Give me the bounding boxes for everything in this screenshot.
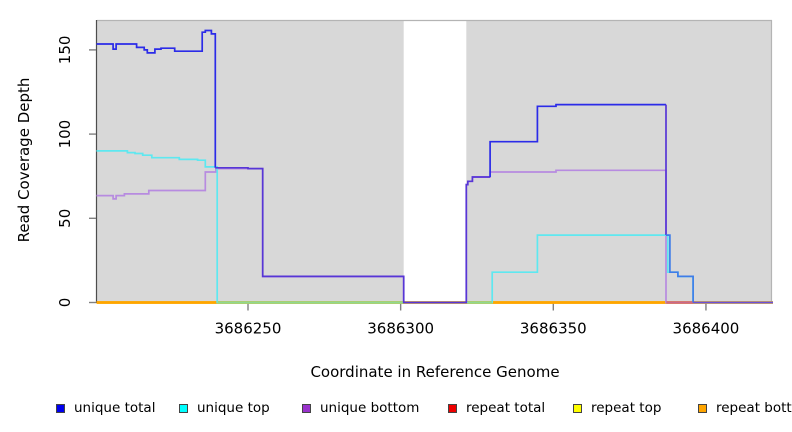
legend-swatch-unique-top <box>179 403 188 413</box>
legend-swatch-unique-total <box>56 403 65 413</box>
legend-label: repeat top <box>591 400 662 416</box>
legend-swatch-repeat-bottom <box>698 403 707 413</box>
y-tick-label: 50 <box>56 209 74 228</box>
legend-item-unique-top: unique top <box>179 399 270 417</box>
legend-label: repeat total <box>466 400 546 416</box>
legend-item-unique-bottom: unique bottom <box>302 399 419 417</box>
legend-swatch-repeat-total <box>448 403 457 413</box>
legend-item-unique-total: unique total <box>56 399 155 417</box>
data-lines <box>96 29 773 304</box>
y-tick-label: 150 <box>56 36 74 65</box>
x-tick-label: 3686400 <box>673 320 740 338</box>
legend-label: unique total <box>74 400 156 416</box>
legend-label: repeat bottom <box>716 400 792 416</box>
x-tick-label: 3686250 <box>215 320 282 338</box>
legend: unique total unique top unique bottom re… <box>0 399 792 421</box>
legend-item-repeat-top: repeat top <box>573 399 661 417</box>
x-tick-label: 3686300 <box>367 320 434 338</box>
x-axis-title: Coordinate in Reference Genome <box>310 363 560 381</box>
legend-label: unique top <box>197 400 270 416</box>
legend-item-repeat-bottom: repeat bottom <box>698 399 792 417</box>
x-tick-label: 3686350 <box>520 320 587 338</box>
y-axis-title: Read Coverage Depth <box>15 77 33 243</box>
legend-swatch-repeat-top <box>573 403 582 413</box>
y-tick-label: 100 <box>56 120 74 149</box>
y-tick-label: 0 <box>56 298 74 308</box>
legend-swatch-unique-bottom <box>302 403 311 413</box>
legend-item-repeat-total: repeat total <box>448 399 545 417</box>
legend-label: unique bottom <box>320 400 420 416</box>
